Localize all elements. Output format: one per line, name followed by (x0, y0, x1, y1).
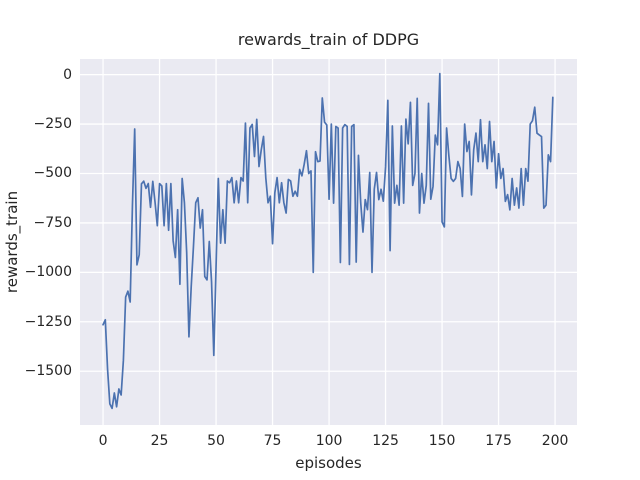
chart-title: rewards_train of DDPG (237, 30, 420, 49)
y-tick-label: −1500 (24, 363, 72, 380)
x-tick-label: 175 (485, 433, 512, 449)
x-tick-label: 125 (372, 433, 399, 449)
y-tick-label: −250 (33, 116, 72, 133)
x-tick-label: 50 (207, 433, 225, 449)
x-tick-label: 25 (150, 433, 169, 449)
y-tick-label: −500 (33, 165, 72, 182)
x-axis-label: episodes (295, 454, 362, 472)
x-tick-label: 200 (541, 433, 569, 449)
x-tick-label: 75 (263, 433, 282, 449)
rewards-line (102, 72, 554, 410)
y-tick-label: −1000 (24, 264, 72, 281)
x-tick-label: 100 (315, 433, 343, 449)
x-tick-label: 0 (98, 433, 108, 449)
x-tick-label: 150 (428, 433, 456, 449)
y-tick-label: 0 (63, 66, 72, 83)
y-tick-label: −750 (33, 214, 72, 231)
gridlines (80, 59, 577, 425)
y-axis-label: rewards_train (3, 190, 21, 294)
y-tick-label: −1250 (24, 313, 72, 330)
